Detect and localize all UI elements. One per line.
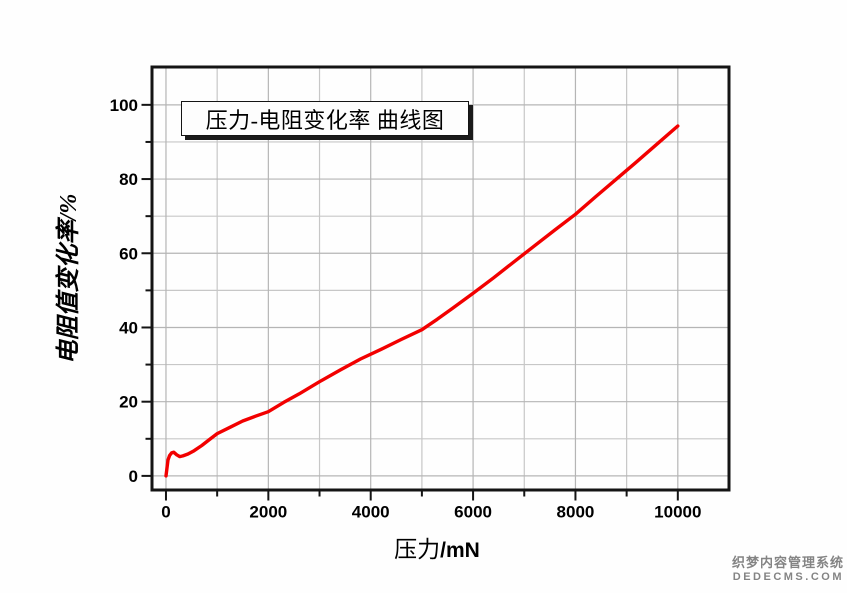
x-axis-label-text: 压力 (394, 537, 441, 562)
plot-frame (150, 65, 731, 492)
x-axis-label-unit: /mN (440, 539, 480, 562)
y-tick-label: 100 (110, 96, 138, 115)
watermark: 织梦内容管理系统 DEDECMS.COM (732, 555, 844, 585)
y-tick-label: 0 (129, 467, 138, 486)
chart-title: 压力-电阻变化率 曲线图 (205, 107, 445, 133)
y-tick-label: 20 (119, 393, 138, 412)
x-tick-label: 6000 (454, 503, 492, 522)
x-tick-label: 10000 (654, 503, 701, 522)
watermark-domain: DEDECMS.COM (732, 571, 844, 584)
y-tick-label: 60 (119, 244, 138, 263)
x-tick-label: 0 (161, 503, 170, 522)
y-axis-label: 电阻值变化率/% (56, 193, 82, 365)
x-axis-label: 压力/mN (337, 530, 537, 562)
x-tick-label: 2000 (249, 503, 287, 522)
y-tick-label: 80 (119, 170, 138, 189)
y-tick-label: 40 (119, 318, 138, 337)
chart-title-box: 压力-电阻变化率 曲线图 (181, 101, 469, 136)
data-curve (164, 124, 680, 478)
x-tick-label: 8000 (557, 503, 595, 522)
x-tick-label: 4000 (352, 503, 390, 522)
watermark-cms-name: 织梦内容管理系统 (731, 555, 844, 570)
